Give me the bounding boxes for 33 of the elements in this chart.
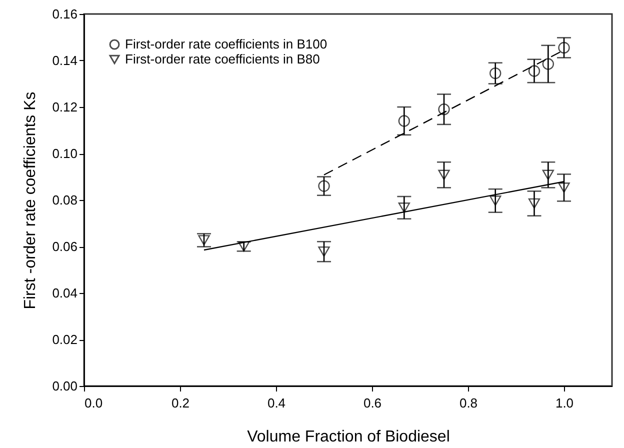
point xyxy=(528,65,540,77)
point xyxy=(318,246,330,257)
x-tick-label: 0.0 xyxy=(84,396,103,410)
point xyxy=(542,58,554,70)
legend-label: First-order rate coefficients in B80 xyxy=(125,52,320,66)
point xyxy=(398,202,410,213)
point xyxy=(490,196,502,206)
point xyxy=(438,170,450,180)
y-axis-title: First -order rate coefficients Ks xyxy=(22,92,40,310)
point xyxy=(558,42,570,54)
x-tick-label: 0.8 xyxy=(459,396,478,410)
legend-label: First-order rate coefficients in B100 xyxy=(125,36,328,52)
y-tick-label: 0.12 xyxy=(52,100,78,114)
y-tick-label: 0.02 xyxy=(52,332,78,347)
x-tick-label: 1.0 xyxy=(555,396,574,410)
x-axis-title: Volume Fraction of Biodiesel xyxy=(247,428,450,446)
point xyxy=(398,115,410,127)
x-tick-label: 0.6 xyxy=(363,396,382,410)
y-tick-label: 0.14 xyxy=(52,53,78,68)
y-tick-label: 0.00 xyxy=(52,378,78,394)
point xyxy=(438,103,450,116)
point xyxy=(318,180,330,192)
point xyxy=(528,198,540,209)
y-tick-label: 0.04 xyxy=(52,286,78,300)
x-tick-label: 0.4 xyxy=(267,396,286,410)
y-tick-label: 0.16 xyxy=(52,6,78,22)
y-tick-label: 0.10 xyxy=(52,146,78,161)
y-tick-label: 0.06 xyxy=(52,239,78,254)
y-tick-label: 0.08 xyxy=(52,192,78,208)
x-tick-label: 0.2 xyxy=(171,396,190,410)
point xyxy=(558,182,570,193)
point xyxy=(542,170,554,180)
point xyxy=(490,67,502,80)
